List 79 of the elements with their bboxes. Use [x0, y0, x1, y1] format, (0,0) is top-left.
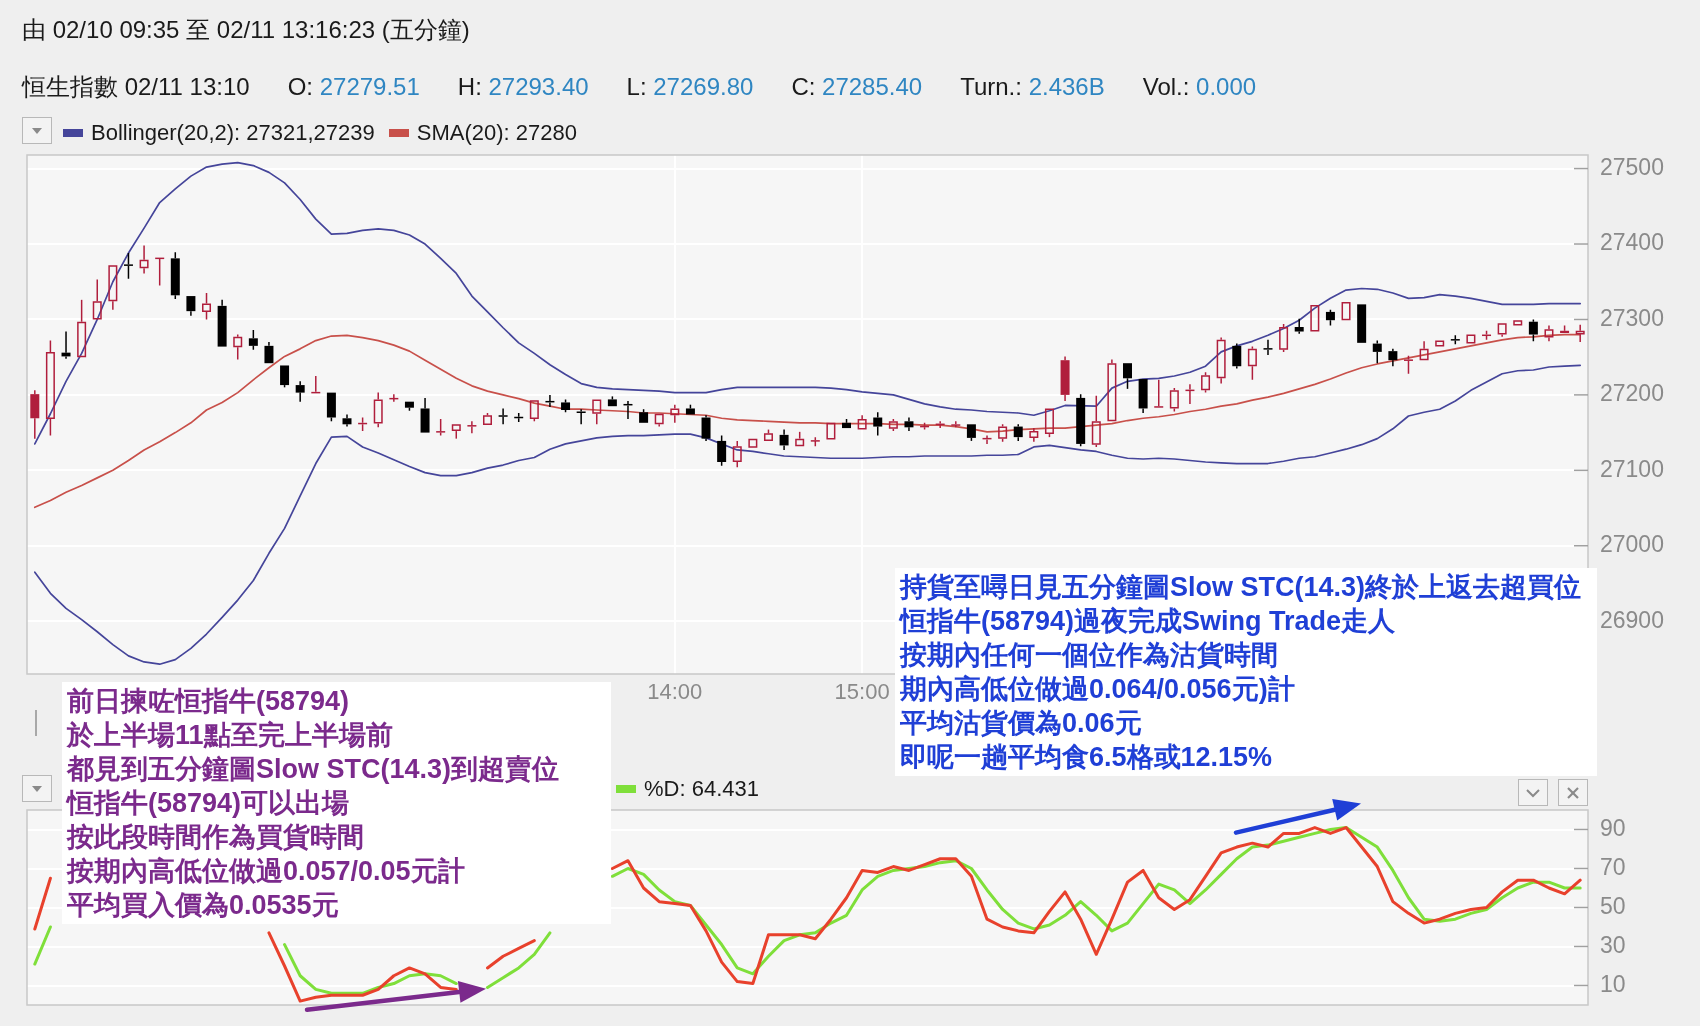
candlestick — [654, 413, 664, 428]
annotation: 按期內高低位做過0.057/0.05元計 — [67, 855, 466, 888]
candlestick — [826, 422, 836, 440]
y-tick-label: 27200 — [1600, 380, 1664, 407]
candlestick — [1060, 355, 1070, 402]
candlestick — [467, 420, 477, 435]
annotation: 按此段時間作為買貨時間 — [67, 821, 365, 854]
candlestick — [498, 407, 508, 426]
candlestick — [857, 414, 867, 430]
candlestick — [904, 416, 914, 432]
candlestick — [108, 265, 118, 311]
candlestick — [576, 408, 586, 426]
text: 期內高低位做過0.064/0.056元)計 — [900, 673, 1296, 706]
candlestick — [1294, 317, 1304, 335]
candlestick — [1513, 320, 1523, 326]
y-tick-label: 27300 — [1600, 304, 1664, 331]
y-tick-label: 70 — [1600, 853, 1626, 880]
text: 都見到五分鐘圖Slow STC(14.3)到超賣位 — [67, 753, 561, 786]
candlestick — [264, 341, 274, 364]
candlestick — [1216, 336, 1226, 385]
candlestick — [701, 414, 711, 442]
y-tick-label: 27000 — [1600, 531, 1664, 558]
annotation: 恒指牛(58794)過夜完成Swing Trade走人 — [900, 605, 1397, 638]
y-tick-label: 10 — [1600, 970, 1626, 997]
candlestick — [77, 299, 87, 358]
candlestick — [1388, 348, 1398, 367]
annotation: 持貨至噚日見五分鐘圖Slow STC(14.3)終於上返去超買位 — [900, 571, 1583, 604]
legend-label: Bollinger(20,2): 27321,27239 — [91, 120, 375, 146]
candlestick — [1013, 423, 1023, 442]
annotation: 恒指牛(58794)可以出場 — [67, 787, 351, 820]
candlestick — [420, 397, 430, 433]
y-tick-label: 26900 — [1600, 606, 1664, 633]
candlestick — [217, 299, 227, 347]
text: 前日揀咗恒指牛(58794) — [67, 685, 351, 718]
annotation: 按期內任何一個位作為沽貨時間 — [900, 639, 1279, 672]
legend-label: %D: 64.431 — [644, 776, 759, 802]
candlestick — [592, 399, 602, 426]
candlestick — [1029, 427, 1039, 443]
annotation: 平均買入價為0.0535元 — [67, 889, 340, 922]
candlestick — [373, 391, 383, 429]
text: 即呢一趟平均食6.5格或12.15% — [900, 741, 1274, 774]
x-tick-label: 15:00 — [834, 679, 890, 705]
candlestick — [139, 244, 149, 275]
candlestick — [951, 420, 961, 429]
y-tick-label: 27500 — [1600, 153, 1664, 180]
text: 於上半場11點至完上半場前 — [67, 719, 394, 752]
candlestick — [1575, 323, 1585, 343]
legend-label: SMA(20): 27280 — [416, 120, 577, 146]
candlestick — [202, 292, 212, 321]
candlestick — [1107, 358, 1117, 422]
chart-title: 由 02/10 09:35 至 02/11 13:16:23 (五分鐘) — [22, 16, 470, 44]
candlestick — [1154, 379, 1164, 408]
candlestick — [30, 389, 40, 440]
candlestick — [1341, 302, 1351, 321]
candlestick — [1544, 324, 1554, 343]
candlestick — [45, 339, 55, 437]
candlestick — [1435, 340, 1445, 347]
y-tick-label: 27100 — [1600, 455, 1664, 482]
candlestick — [1357, 304, 1367, 343]
candlestick — [1466, 334, 1476, 344]
x-tick-label: 14:00 — [647, 679, 703, 705]
candlestick — [123, 252, 133, 280]
y-tick-label: 90 — [1600, 814, 1626, 841]
candlestick — [1091, 394, 1101, 448]
candlestick — [1310, 305, 1320, 332]
candlestick — [295, 380, 305, 403]
candlestick — [1419, 340, 1429, 361]
text: 恒生指數 02/11 13:10 O: 27279.51 H: 27293.40 L: 27269.80 C: 27285.40 Turn.: 2.436B Vol.: 0.000 — [22, 73, 1257, 100]
candlestick — [342, 413, 352, 428]
y-tick-label: 27400 — [1600, 229, 1664, 256]
candlestick — [1232, 342, 1242, 370]
candlestick — [779, 428, 789, 451]
candlestick — [670, 403, 680, 424]
candlestick — [92, 278, 102, 320]
y-tick-label: 50 — [1600, 892, 1626, 919]
y-tick-label: 30 — [1600, 931, 1626, 958]
text: 平均沽貨價為0.06元 — [900, 707, 1143, 740]
candlestick — [748, 438, 758, 448]
candlestick — [1263, 339, 1273, 356]
